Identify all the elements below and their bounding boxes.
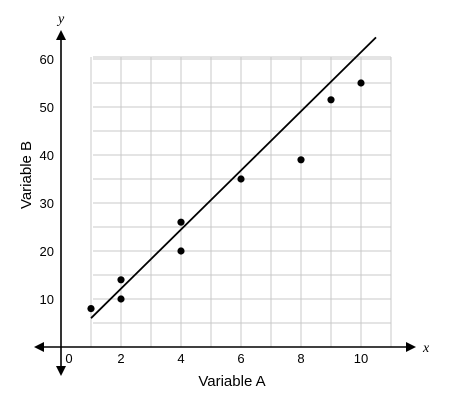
- x-tick-label: 0: [65, 351, 72, 366]
- axes: [34, 30, 416, 376]
- data-point: [297, 156, 305, 164]
- y-axis-arrow-bottom: [56, 366, 66, 376]
- x-tick-label: 4: [177, 351, 184, 366]
- y-axis-title: Variable B: [18, 141, 35, 209]
- tick-labels: 0 2 4 6 8 10 10 20 30 40 50 60: [40, 52, 369, 366]
- x-tick-label: 6: [237, 351, 244, 366]
- data-point: [177, 247, 185, 255]
- y-axis-arrow-top: [56, 30, 66, 40]
- data-point: [177, 218, 185, 226]
- data-point: [237, 175, 245, 183]
- x-axis-letter: x: [422, 341, 430, 356]
- y-tick-label: 30: [40, 196, 54, 211]
- data-point: [117, 295, 125, 303]
- y-tick-label: 10: [40, 292, 54, 307]
- x-tick-label: 8: [297, 351, 304, 366]
- data-point: [117, 276, 125, 284]
- x-axis-arrow-left: [34, 342, 44, 352]
- y-tick-label: 50: [40, 100, 54, 115]
- y-tick-label: 40: [40, 148, 54, 163]
- y-tick-label: 20: [40, 244, 54, 259]
- y-tick-label: 60: [40, 52, 54, 67]
- data-point: [357, 79, 365, 87]
- grid: [90, 56, 392, 347]
- trend-line: [90, 36, 377, 319]
- x-tick-label: 10: [354, 351, 368, 366]
- data-point: [87, 305, 95, 313]
- x-axis-arrow-right: [406, 342, 416, 352]
- x-tick-label: 2: [117, 351, 124, 366]
- data-point: [327, 96, 335, 104]
- y-axis-letter: y: [56, 12, 65, 27]
- data-points: [87, 79, 365, 313]
- trend-line-layer: [90, 36, 377, 319]
- x-axis-title: Variable A: [198, 373, 265, 390]
